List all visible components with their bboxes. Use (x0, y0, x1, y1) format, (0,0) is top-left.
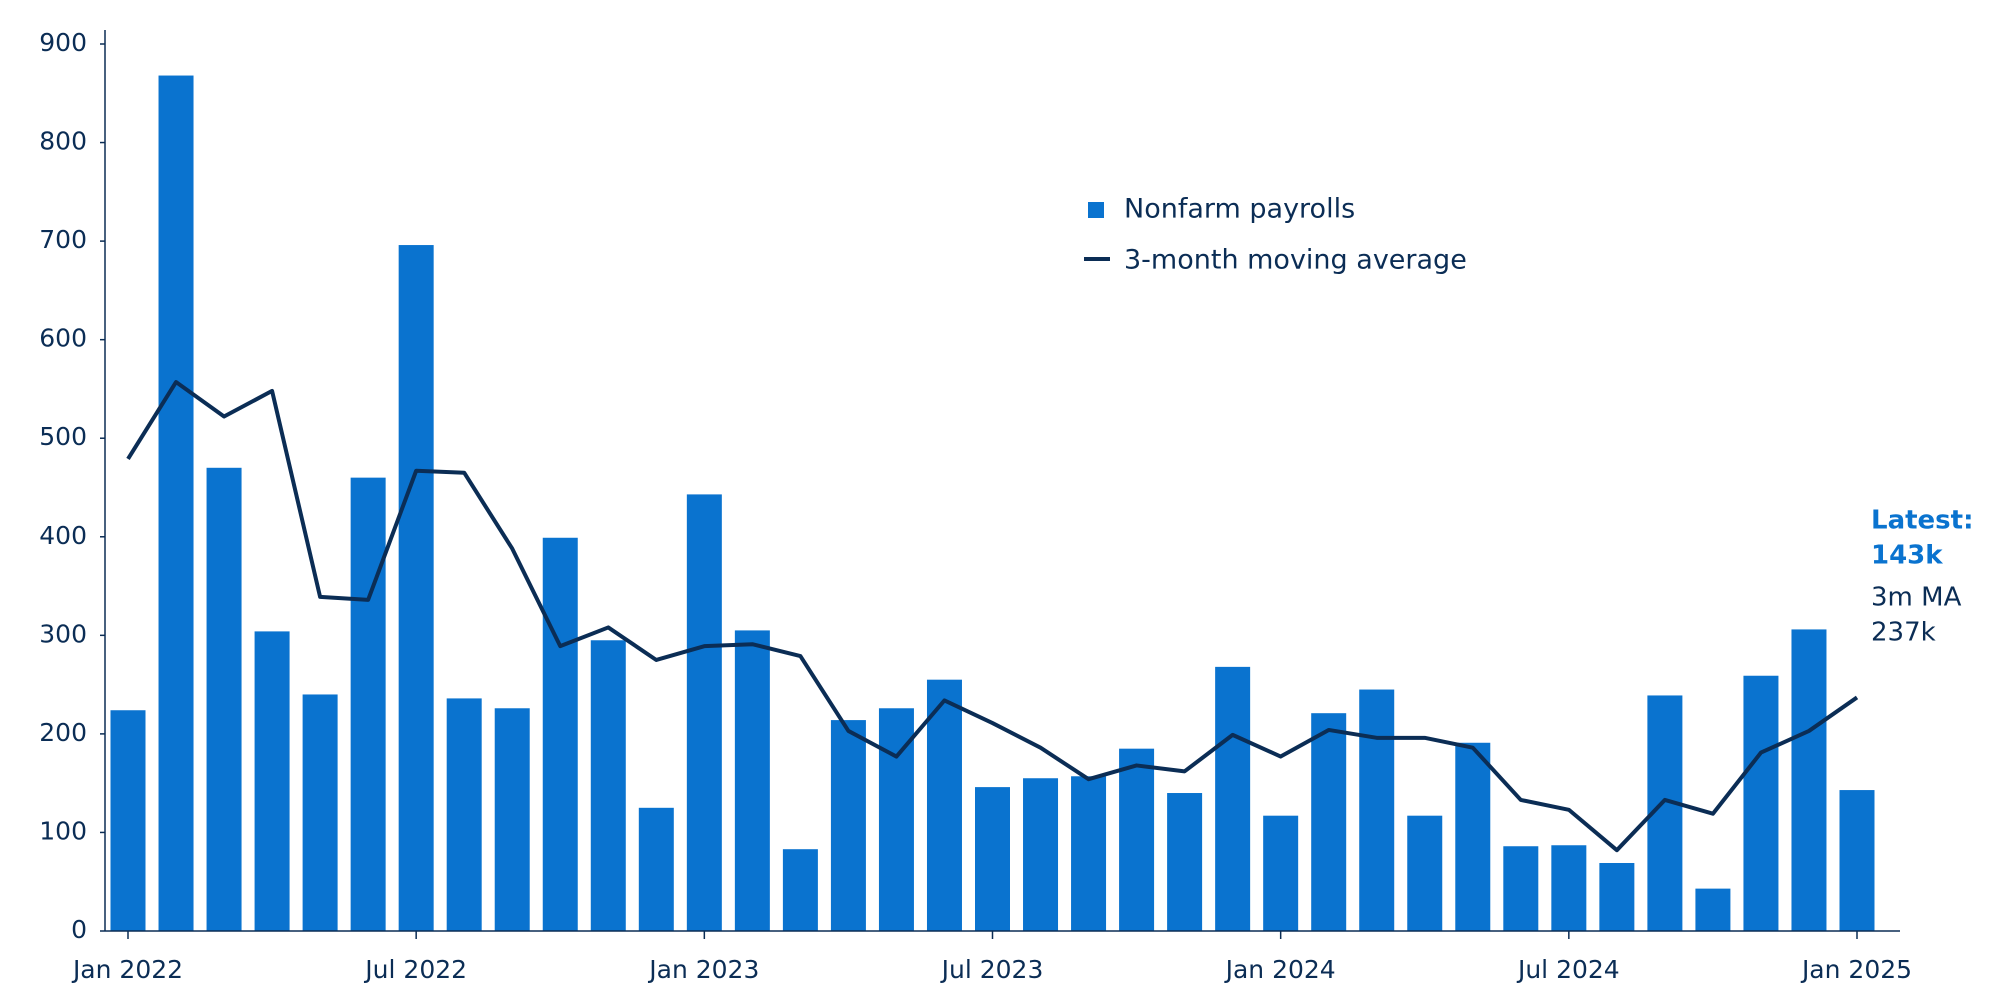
y-tick-label: 500 (39, 422, 87, 451)
y-tick-label: 200 (39, 718, 87, 747)
bar (1695, 888, 1731, 931)
bar (1791, 629, 1827, 931)
bar (782, 849, 818, 931)
moving-average-line (126, 380, 1859, 853)
bar (638, 807, 674, 931)
bar (1455, 742, 1491, 931)
x-tick-label: Jan 2025 (1800, 955, 1912, 984)
bar (494, 708, 530, 931)
bar (158, 75, 194, 931)
bar (830, 720, 866, 931)
y-tick-label: 700 (39, 225, 87, 254)
bar (926, 679, 962, 931)
bar (1071, 776, 1107, 931)
y-tick-label: 100 (39, 816, 87, 845)
legend-swatch (1088, 202, 1104, 218)
bar (542, 537, 578, 931)
bar (686, 494, 722, 931)
bar (1023, 778, 1059, 931)
y-tick-label: 600 (39, 324, 87, 353)
bar (206, 467, 242, 931)
y-tick-label: 300 (39, 619, 87, 648)
x-tick-label: Jan 2022 (71, 955, 183, 984)
annotation: 237k (1871, 618, 1936, 648)
bar (1215, 666, 1251, 931)
bar (398, 245, 434, 931)
x-tick-label: Jan 2023 (647, 955, 759, 984)
x-tick-label: Jan 2024 (1224, 955, 1336, 984)
bar (1359, 689, 1395, 931)
x-tick-label: Jul 2024 (1516, 955, 1620, 984)
annotation: 3m MA (1871, 583, 1962, 613)
bar (734, 630, 770, 931)
y-tick-label: 0 (71, 915, 87, 944)
y-tick-label: 900 (39, 28, 87, 57)
bar (1407, 815, 1443, 931)
x-tick-label: Jul 2022 (363, 955, 467, 984)
bar (1119, 748, 1155, 931)
legend-label: 3-month moving average (1124, 245, 1467, 276)
bar (1263, 815, 1299, 931)
bar (1551, 845, 1587, 931)
x-tick-label: Jul 2023 (940, 955, 1044, 984)
bar (1167, 793, 1203, 931)
bar (254, 631, 290, 931)
bar (302, 694, 338, 931)
bar (1311, 713, 1347, 931)
legend-label: Nonfarm payrolls (1124, 194, 1355, 225)
annotation: 143k (1871, 541, 1943, 571)
bar (975, 787, 1010, 931)
bar (1599, 862, 1635, 931)
bar (110, 710, 146, 931)
bar (1743, 675, 1779, 931)
y-tick-label: 400 (39, 521, 87, 550)
bar (1839, 790, 1875, 931)
bar (446, 698, 482, 931)
annotation: Latest: (1871, 506, 1973, 536)
bar (1503, 846, 1539, 931)
y-tick-label: 800 (39, 127, 87, 156)
bar (350, 477, 386, 931)
bar (590, 640, 626, 931)
